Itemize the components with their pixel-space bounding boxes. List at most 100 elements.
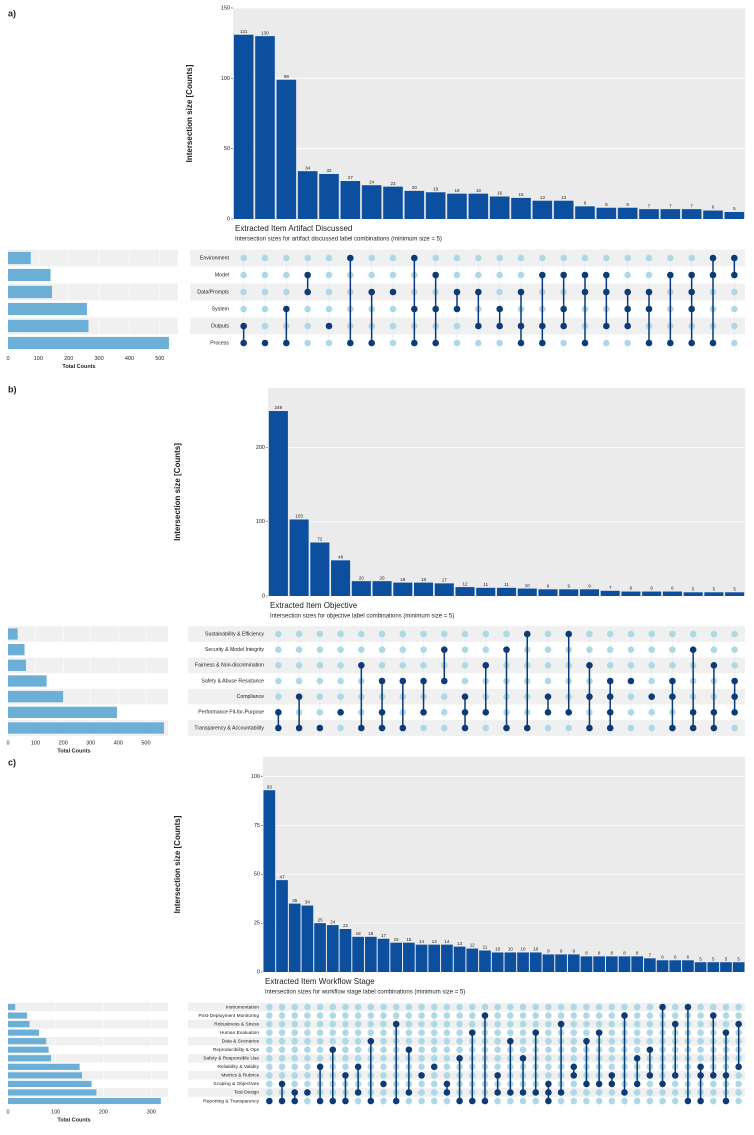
dot-off [595, 1012, 603, 1019]
dot-off [337, 693, 344, 700]
dot-on [240, 339, 247, 347]
y-tick-label: 0 [262, 593, 265, 599]
dot-off [275, 693, 282, 700]
dot-off [367, 1003, 375, 1011]
dot-off [633, 1089, 641, 1096]
dot-off [420, 662, 427, 669]
dot-on [595, 1080, 603, 1088]
dot-on [648, 693, 655, 700]
dot-off [646, 1037, 654, 1045]
bar [511, 197, 531, 219]
dot-off [342, 1012, 349, 1019]
dot-on [624, 288, 631, 296]
dot-off [453, 254, 461, 262]
dot-on [278, 1097, 286, 1105]
dot-off [494, 1003, 501, 1011]
dot-on [337, 709, 344, 716]
dot-off [261, 254, 269, 262]
dot-off [570, 1037, 578, 1045]
dot-on [440, 646, 448, 653]
dot-on [544, 693, 552, 700]
dot-on [503, 724, 510, 732]
dot-off [731, 662, 738, 669]
dot-on [354, 1089, 362, 1096]
dot-off [354, 1046, 362, 1054]
dot-off [266, 1012, 273, 1019]
panel-label: c) [8, 757, 16, 767]
dot-on [482, 709, 490, 716]
dot-on [392, 1097, 400, 1105]
dot-off [418, 1097, 425, 1105]
dot-on [621, 1089, 628, 1096]
x-tick-label: 0 [6, 356, 9, 362]
set-bar [8, 1012, 28, 1019]
bar [414, 582, 434, 596]
dot-off [557, 1003, 565, 1011]
dot-on [295, 693, 303, 700]
dot-off [389, 254, 397, 262]
dot-off [608, 1029, 616, 1036]
dot-off [671, 1003, 679, 1011]
dot-on [557, 1020, 565, 1028]
bar-value-label: 15 [394, 937, 400, 942]
dot-off [603, 339, 610, 347]
dot-off [648, 646, 655, 653]
bar-value-label: 14 [444, 939, 450, 944]
set-stripe [8, 1002, 168, 1012]
bar-value-label: 15 [406, 937, 412, 942]
dot-off [494, 1063, 501, 1071]
dot-on [545, 1080, 552, 1088]
dot-on [669, 724, 676, 732]
bar-value-label: 18 [368, 931, 374, 936]
dot-off [482, 630, 490, 638]
dot-off [624, 339, 631, 347]
y-tick-label: 100 [256, 519, 265, 525]
dot-off [608, 1089, 616, 1096]
dot-on [368, 288, 375, 296]
dot-off [671, 1097, 679, 1105]
bar-value-label: 13 [561, 195, 567, 200]
dot-off [608, 1003, 616, 1011]
dot-on [560, 271, 567, 279]
dot-on [586, 662, 593, 669]
dot-off [697, 1029, 704, 1036]
dot-off [494, 1037, 501, 1045]
x-axis-label: Total Counts [62, 364, 95, 370]
dot-on [523, 630, 531, 638]
dot-off [261, 305, 269, 313]
set-bar [8, 285, 53, 299]
bar-value-label: 18 [421, 577, 427, 582]
x-tick-label: 200 [59, 740, 68, 746]
bar [310, 542, 330, 596]
bar [542, 954, 555, 972]
bar-value-label: 11 [483, 582, 488, 587]
bar [352, 936, 364, 972]
dot-off [621, 1003, 628, 1011]
dot-off [380, 1037, 387, 1045]
bar [703, 210, 723, 219]
dot-on [659, 1003, 666, 1011]
dot-off [440, 709, 448, 716]
bar [644, 958, 656, 972]
dot-on [627, 677, 635, 685]
bar-value-label: 5 [737, 956, 740, 961]
bar [233, 34, 254, 219]
dot-off [329, 1029, 337, 1036]
dot-off [304, 322, 311, 330]
dot-on [304, 1089, 311, 1096]
dot-on [583, 1080, 590, 1088]
dot-on [325, 322, 333, 330]
dot-off [456, 1003, 463, 1011]
dot-off [240, 271, 247, 279]
x-tick-label: 400 [125, 356, 134, 362]
dot-off [494, 1020, 501, 1028]
dot-on [461, 693, 469, 700]
dot-off [671, 1080, 679, 1088]
dot-off [633, 1097, 641, 1105]
dot-on [570, 1072, 578, 1079]
dot-on [560, 305, 567, 313]
dot-on [469, 1029, 476, 1036]
dot-off [603, 254, 610, 262]
dot-off [337, 646, 344, 653]
dot-off [278, 1003, 286, 1011]
